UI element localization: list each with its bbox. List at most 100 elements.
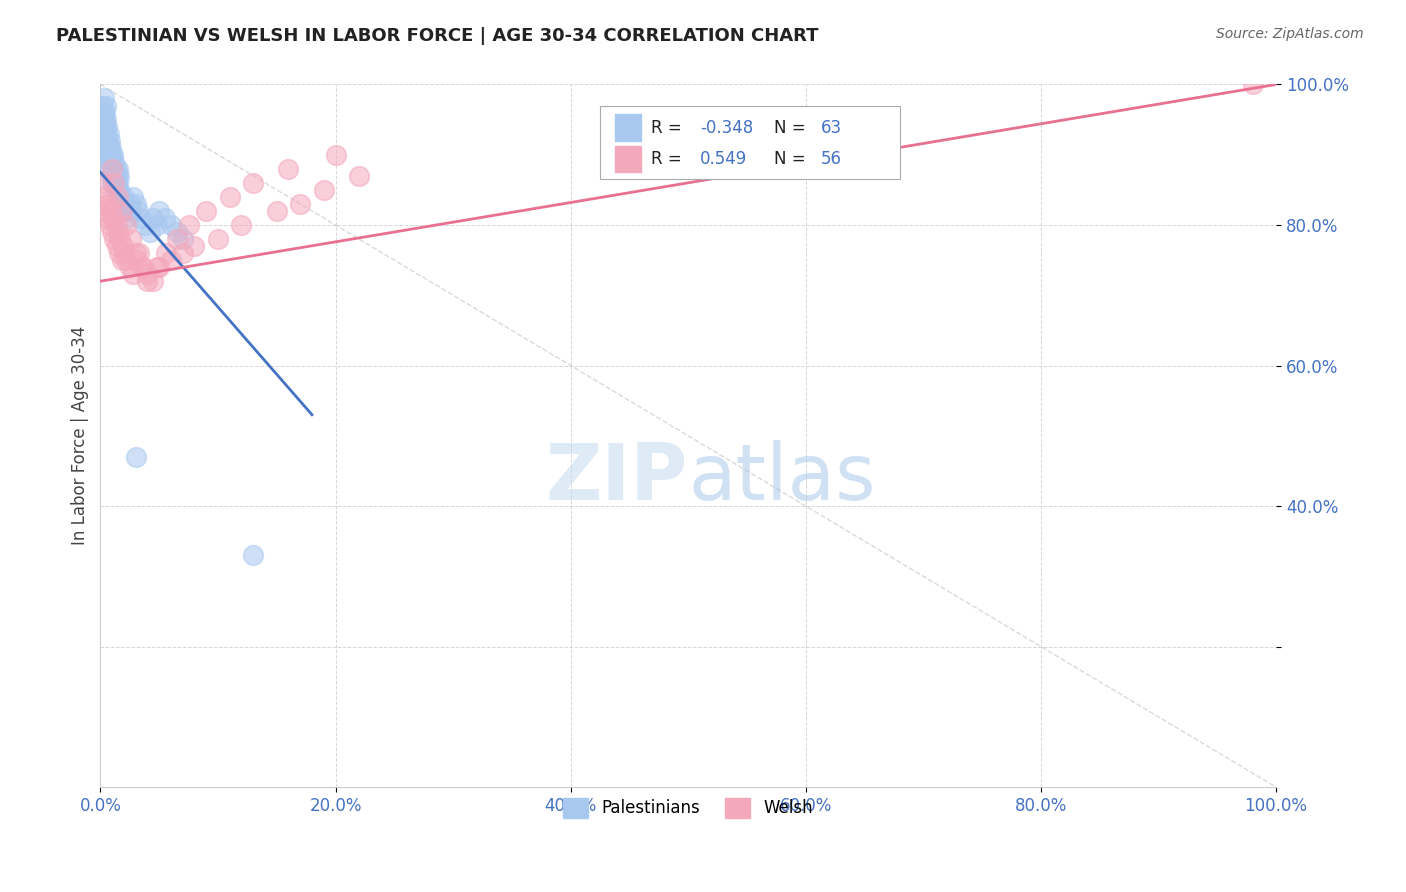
Text: Source: ZipAtlas.com: Source: ZipAtlas.com xyxy=(1216,27,1364,41)
Point xyxy=(290,197,312,211)
Point xyxy=(108,183,131,197)
Point xyxy=(96,197,118,211)
Point xyxy=(148,260,170,274)
Text: 56: 56 xyxy=(821,150,842,168)
Text: R =: R = xyxy=(651,119,686,136)
Point xyxy=(195,203,218,218)
Point xyxy=(104,176,127,190)
Point xyxy=(103,232,125,246)
Point xyxy=(101,147,124,161)
Point xyxy=(146,218,169,232)
Text: atlas: atlas xyxy=(688,440,876,516)
Point xyxy=(97,197,120,211)
Point xyxy=(112,246,135,260)
Point xyxy=(118,197,141,211)
Point xyxy=(166,232,188,246)
Point xyxy=(131,260,153,274)
Point xyxy=(114,197,136,211)
Point xyxy=(103,154,125,169)
Point xyxy=(108,169,131,183)
Point xyxy=(105,169,128,183)
Point xyxy=(97,127,120,141)
Point xyxy=(93,190,115,204)
Point xyxy=(98,134,121,148)
Point xyxy=(160,253,183,268)
Point xyxy=(96,134,118,148)
Point xyxy=(104,218,127,232)
Point xyxy=(107,225,129,239)
Point xyxy=(103,211,125,225)
Point xyxy=(108,246,131,260)
Point xyxy=(94,203,117,218)
Point xyxy=(110,253,132,268)
Point xyxy=(242,176,264,190)
Point xyxy=(103,176,125,190)
Point xyxy=(105,183,128,197)
Point xyxy=(96,98,118,112)
Point xyxy=(105,239,128,253)
Text: N =: N = xyxy=(775,119,811,136)
Point xyxy=(131,260,153,274)
Point xyxy=(111,239,134,253)
Point xyxy=(110,197,132,211)
Point xyxy=(96,141,118,155)
Point xyxy=(142,211,165,225)
Point xyxy=(107,161,129,176)
Point xyxy=(103,169,125,183)
Point xyxy=(148,203,170,218)
Point xyxy=(94,105,117,120)
Point xyxy=(96,112,118,127)
Point xyxy=(96,120,118,134)
Point xyxy=(91,176,114,190)
Point xyxy=(231,218,253,232)
Point xyxy=(98,147,121,161)
Point xyxy=(155,246,177,260)
Point xyxy=(110,232,132,246)
Point xyxy=(97,154,120,169)
Point xyxy=(101,161,124,176)
Point xyxy=(115,253,138,268)
Point xyxy=(142,274,165,288)
Text: 63: 63 xyxy=(821,119,842,136)
Point xyxy=(110,203,132,218)
Point xyxy=(101,161,124,176)
Point xyxy=(103,161,125,176)
Y-axis label: In Labor Force | Age 30-34: In Labor Force | Age 30-34 xyxy=(72,326,89,545)
Point xyxy=(124,253,146,268)
Point xyxy=(100,154,122,169)
Point xyxy=(117,211,139,225)
Point xyxy=(266,203,288,218)
Point xyxy=(134,218,156,232)
Point xyxy=(160,218,183,232)
Point xyxy=(107,190,129,204)
Text: -0.348: -0.348 xyxy=(700,119,754,136)
Point xyxy=(94,120,117,134)
Point xyxy=(347,169,370,183)
FancyBboxPatch shape xyxy=(616,145,641,172)
Point xyxy=(172,232,194,246)
Point xyxy=(1241,78,1264,92)
Point xyxy=(103,147,125,161)
Point xyxy=(129,211,152,225)
Point xyxy=(112,190,135,204)
Point xyxy=(127,203,149,218)
Text: PALESTINIAN VS WELSH IN LABOR FORCE | AGE 30-34 CORRELATION CHART: PALESTINIAN VS WELSH IN LABOR FORCE | AG… xyxy=(56,27,818,45)
Point xyxy=(91,98,114,112)
Point xyxy=(101,225,124,239)
Point xyxy=(100,169,122,183)
Text: 0.549: 0.549 xyxy=(700,150,747,168)
Point xyxy=(97,141,120,155)
Point xyxy=(138,225,160,239)
Point xyxy=(124,246,146,260)
Point xyxy=(172,246,194,260)
Point xyxy=(124,450,146,464)
Point xyxy=(146,260,169,274)
Point xyxy=(115,218,138,232)
Point xyxy=(93,91,115,105)
Point xyxy=(177,218,200,232)
Point xyxy=(98,161,121,176)
Point xyxy=(242,548,264,562)
Point xyxy=(325,147,347,161)
Point xyxy=(207,232,229,246)
Point xyxy=(94,134,117,148)
